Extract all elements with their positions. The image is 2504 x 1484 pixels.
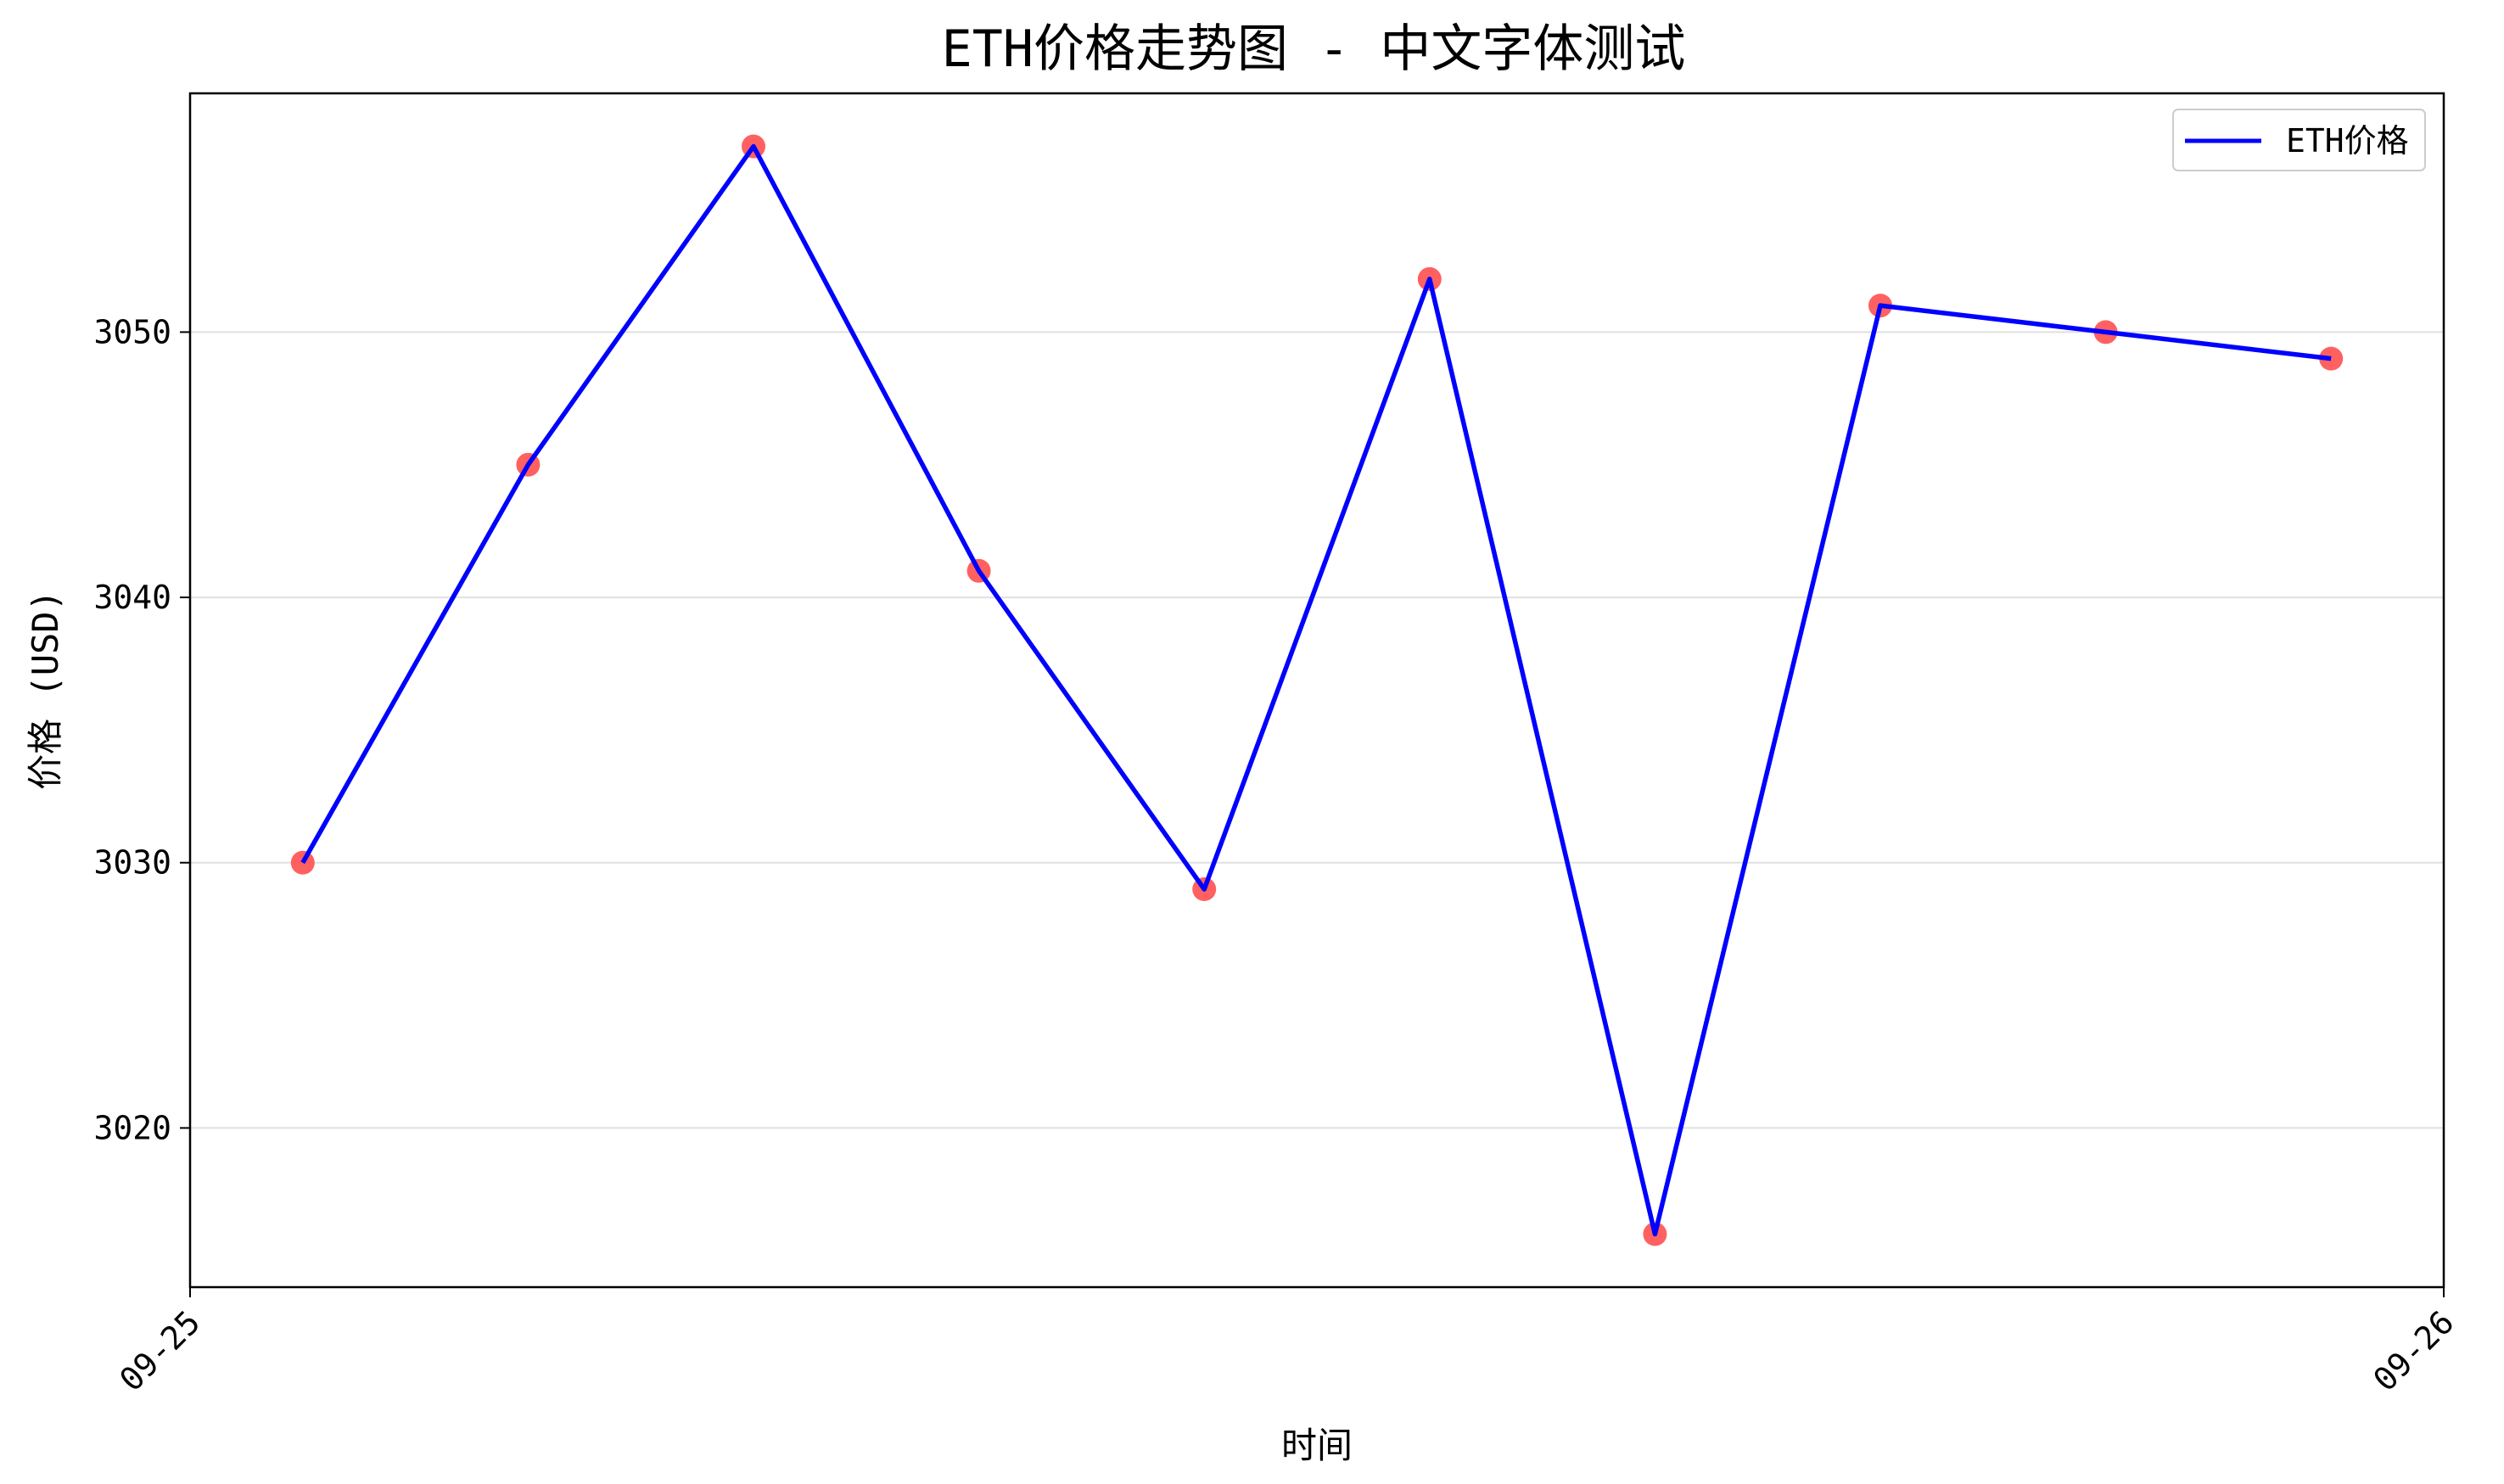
- series-line: [300, 143, 2332, 1237]
- y-tick-label: 3050: [93, 313, 171, 350]
- chart-title: ETH价格走势图 - 中文字体测试: [942, 20, 1686, 79]
- y-tick-label: 3030: [93, 844, 171, 882]
- x-axis-label: 时间: [1281, 1425, 1353, 1466]
- series-layer: [290, 134, 2344, 1246]
- x-axis: 09-25 09-26: [112, 1287, 2461, 1398]
- y-tick-label: 3020: [93, 1109, 171, 1146]
- y-axis-label: 价格 (USD): [25, 590, 66, 790]
- data-point: [290, 850, 315, 875]
- x-tick-label: 09-26: [2366, 1303, 2461, 1398]
- grid-lines: [190, 331, 2444, 1129]
- y-tick-label: 3040: [93, 579, 171, 616]
- legend-label: ETH价格: [2286, 122, 2409, 160]
- x-tick-label: 09-25: [112, 1303, 207, 1398]
- plot-frame: [188, 92, 2445, 1289]
- y-axis: 3020 3030 3040 3050: [93, 313, 190, 1146]
- legend: ETH价格: [2172, 109, 2426, 171]
- legend-box: [2172, 109, 2426, 171]
